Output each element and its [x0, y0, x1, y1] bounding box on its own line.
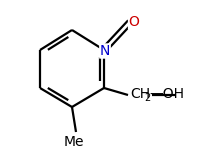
Text: 2: 2 [144, 93, 150, 103]
Text: N: N [100, 44, 110, 58]
Text: O: O [129, 15, 140, 29]
Text: Me: Me [64, 135, 85, 149]
Text: CH: CH [130, 87, 150, 101]
Text: —OH: —OH [149, 87, 184, 101]
